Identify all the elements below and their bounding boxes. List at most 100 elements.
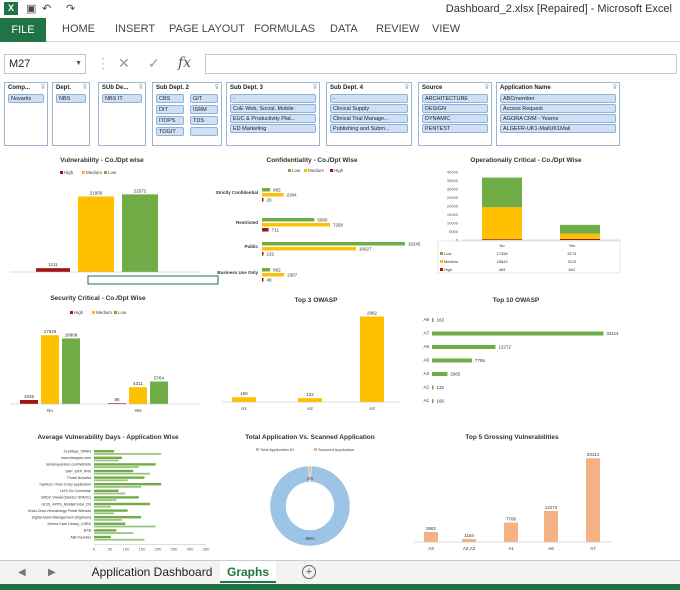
clear-filter-icon[interactable]: ⊽ [138, 85, 143, 91]
table-header: No [499, 243, 505, 248]
slicer-item[interactable]: - [230, 94, 316, 103]
data-label: 16808 [65, 332, 78, 337]
name-box[interactable]: M27 ▼ [4, 54, 86, 74]
slicer-item[interactable]: Novartis [8, 94, 44, 103]
redo-icon[interactable]: ↷ [66, 3, 76, 15]
clear-filter-icon[interactable]: ⊽ [82, 85, 87, 91]
formula-input[interactable] [205, 54, 677, 74]
slicer-item[interactable]: ARCHITECTURE [422, 94, 488, 103]
slicer-item[interactable]: TDS [190, 116, 218, 125]
y-tick-label: 40000 [447, 170, 459, 175]
insert-function-icon[interactable]: fx [178, 55, 192, 71]
slicer-item[interactable]: NBS [56, 94, 86, 103]
slicer-item[interactable]: DYNAMIC [422, 114, 488, 123]
bar [94, 512, 115, 515]
tab-graphs[interactable]: Graphs [220, 561, 276, 583]
bar-low [62, 338, 80, 404]
bar [298, 398, 322, 402]
data-label: 1025 [24, 394, 35, 399]
x-tick-label: 0 [93, 546, 96, 551]
add-sheet-icon[interactable]: + [302, 565, 316, 579]
chart-title: Top 5 Grossing Vulnerabilities [465, 434, 559, 441]
data-label: 99% [305, 536, 314, 541]
slicer-item[interactable] [190, 127, 218, 136]
tab-review[interactable]: REVIEW [376, 23, 420, 35]
category-label: GCIS_APPS_MobilePortal_CN [41, 502, 91, 506]
table-row-label: High [444, 267, 452, 272]
slicer-header: Source [422, 85, 443, 91]
slicer-item[interactable]: CoE Web, Social, Mobile [230, 104, 316, 113]
slicer-sub-dept-2: Sub Dept. 2 ⊽ CBS GIT DIT ISRM ITOPS TDS… [152, 82, 222, 146]
clear-filter-icon[interactable]: ⊽ [404, 85, 409, 91]
slicer-application-name: Application Name ⊽ ABCmember Access Requ… [496, 82, 620, 146]
enter-icon[interactable]: ✓ [148, 55, 160, 71]
data-label: 865 [273, 188, 281, 193]
slicer-item[interactable]: Access Request [500, 104, 616, 113]
slicer-item[interactable]: CBS [156, 94, 184, 103]
slicer-item[interactable]: DIT [156, 105, 184, 114]
legend-swatch [440, 252, 443, 255]
slicer-item[interactable]: EUC & Productivity Plat... [230, 114, 316, 123]
clear-filter-icon[interactable]: ⊽ [312, 85, 317, 91]
bar [544, 510, 558, 542]
tab-home[interactable]: HOME [62, 23, 95, 35]
cancel-icon[interactable]: ✕ [118, 55, 130, 71]
tab-data[interactable]: DATA [330, 23, 358, 35]
slicer-item[interactable]: ED Marketing [230, 124, 316, 133]
slicer-item[interactable]: ITOPS [156, 116, 184, 125]
clear-filter-icon[interactable]: ⊽ [484, 85, 489, 91]
tab-insert[interactable]: INSERT [115, 23, 156, 35]
slicer-item[interactable]: Clinical Trial Manage... [330, 114, 408, 123]
tab-formulas[interactable]: FORMULAS [254, 23, 316, 35]
save-icon[interactable]: ▣ [26, 3, 37, 15]
x-tick-label: 150 [139, 546, 146, 551]
slicer-item[interactable]: ALGEFR-UK1-MailUK1Mail [500, 124, 616, 133]
clear-filter-icon[interactable]: ⊽ [40, 85, 45, 91]
category-label: Restricted [236, 220, 258, 225]
slicer-item[interactable]: GIT [190, 94, 218, 103]
chevron-down-icon[interactable]: ▼ [75, 60, 82, 67]
next-sheet-icon[interactable]: ▶ [48, 567, 56, 578]
legend-label: High [74, 310, 84, 315]
bar-high [262, 252, 264, 256]
slicer-item[interactable]: PENTEST [422, 124, 488, 133]
bar [94, 450, 115, 453]
tab-application-dashboard[interactable]: Application Dashboard [91, 565, 213, 579]
bar [94, 469, 134, 473]
tab-view[interactable]: VIEW [432, 23, 461, 35]
slicer-item[interactable]: AGORA CRM - Yearns [500, 114, 616, 123]
clear-filter-icon[interactable]: ⊽ [214, 85, 219, 91]
y-tick-label: 10000 [447, 221, 459, 226]
slicer-item[interactable]: DESIGN [422, 104, 488, 113]
y-tick-label: 30000 [447, 187, 459, 192]
bar [462, 539, 476, 542]
title-bar: X ▣ ↶ ↷ Dashboard_2.xlsx [Repaired] - Mi… [0, 0, 680, 18]
slicer-sub-dept-3: Sub Dept. 3 ⊽ - CoE Web, Social, Mobile … [226, 82, 320, 146]
slicer-item[interactable]: Publishing and Subm... [330, 124, 408, 133]
bar [94, 519, 122, 521]
prev-sheet-icon[interactable]: ◀ [18, 567, 26, 578]
file-tab[interactable]: FILE [0, 18, 46, 42]
slicer-item[interactable]: TOGIT [156, 127, 184, 136]
category-label: Yes [134, 408, 142, 413]
category-label: Ondo-Onco-Hematology Portal Website [28, 509, 91, 513]
bar [432, 385, 434, 390]
legend-swatch [70, 311, 73, 314]
data-label: 7706 [506, 517, 517, 522]
data-label: 21956 [90, 190, 103, 195]
y-tick-label: 25000 [447, 195, 459, 200]
tab-page-layout[interactable]: PAGE LAYOUT [169, 23, 246, 35]
undo-icon[interactable]: ↶ [42, 3, 52, 15]
slicer-item[interactable]: NBS IT [102, 94, 142, 103]
table-row-label: Low [444, 251, 451, 256]
slicer-item[interactable]: - [330, 94, 408, 103]
clear-filter-icon[interactable]: ⊽ [612, 85, 617, 91]
bar-medium [560, 233, 600, 239]
slicer-item[interactable]: ABCmember [500, 94, 616, 103]
legend-swatch [288, 169, 291, 172]
bar [94, 525, 156, 528]
chart-title: Average Vulnerability Days - Application… [37, 434, 179, 441]
slicer-item[interactable]: ISRM [190, 105, 218, 114]
slicer-item[interactable]: Clinical Supply [330, 104, 408, 113]
data-label: 132 [437, 385, 445, 390]
